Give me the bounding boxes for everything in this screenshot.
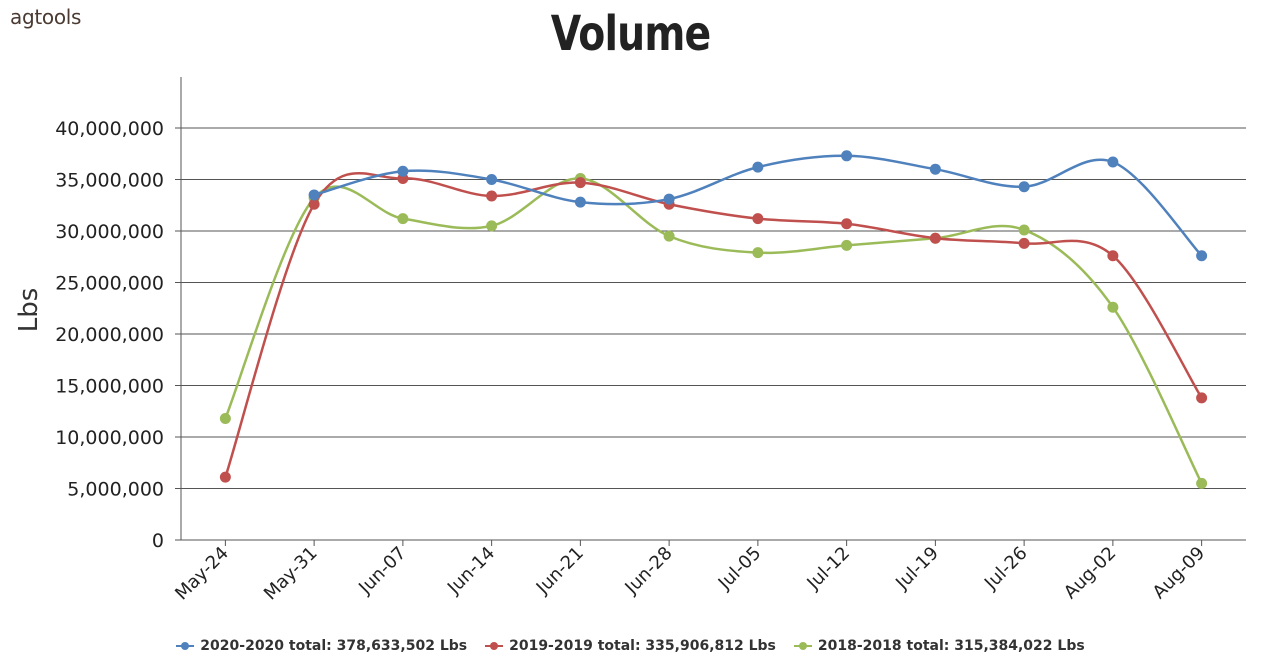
data-point[interactable]: [486, 220, 498, 232]
y-tick-label: 20,000,000: [55, 324, 164, 346]
data-point[interactable]: [1107, 301, 1119, 313]
x-tick-label: Jun-28: [620, 543, 676, 599]
data-point[interactable]: [1107, 250, 1119, 262]
legend-label: 2018-2018 total: 315,384,022 Lbs: [817, 638, 1085, 654]
x-tick-label: Jun-21: [532, 543, 588, 599]
x-tick-label: Aug-09: [1149, 543, 1209, 603]
y-tick-label: 15,000,000: [55, 376, 164, 398]
x-tick-label: Jul-12: [802, 543, 854, 595]
data-point[interactable]: [841, 239, 853, 251]
data-point[interactable]: [1018, 224, 1030, 236]
data-point[interactable]: [486, 190, 498, 202]
data-point[interactable]: [574, 177, 586, 189]
legend-item-2[interactable]: 2018-2018 total: 315,384,022 Lbs: [793, 638, 1085, 654]
data-point[interactable]: [219, 412, 231, 424]
legend-label: 2019-2019 total: 335,906,812 Lbs: [509, 638, 776, 654]
x-tick-label: Jun-07: [354, 543, 410, 599]
chart-legend: 2020-2020 total: 378,633,502 Lbs 2019-201…: [0, 638, 1261, 654]
series-line-2: [224, 177, 1203, 484]
y-tick-label: 35,000,000: [55, 170, 164, 192]
legend-swatch: [176, 641, 195, 651]
x-tick-label: Jul-19: [891, 543, 943, 595]
y-tick-label: 25,000,000: [55, 273, 164, 295]
data-point[interactable]: [308, 198, 320, 210]
legend-item-0[interactable]: 2020-2020 total: 378,633,502 Lbs: [176, 638, 467, 654]
x-tick-label: Aug-02: [1060, 543, 1120, 603]
data-point[interactable]: [1107, 156, 1119, 168]
x-tick-labels: May-24 May-31 Jun-07 Jun-14 Jun-21 Jun-28 Jul-…: [171, 540, 1209, 604]
data-point[interactable]: [663, 230, 675, 242]
y-tick-labels: 0 5,000,000 10,000,000 15,000,000 20,000,000…: [55, 118, 181, 552]
y-tick-label: 0: [152, 530, 164, 552]
chart-title: Volume: [550, 6, 711, 62]
y-tick-label: 10,000,000: [55, 427, 164, 449]
data-point[interactable]: [219, 471, 231, 483]
axes: [180, 77, 1246, 541]
y-axis-label: Lbs: [14, 288, 44, 333]
data-point[interactable]: [1018, 181, 1030, 193]
data-point[interactable]: [752, 213, 764, 225]
series-lines: [219, 150, 1208, 489]
legend-swatch: [485, 641, 504, 651]
data-point[interactable]: [574, 196, 586, 208]
data-point[interactable]: [1196, 250, 1208, 262]
data-point[interactable]: [397, 165, 409, 177]
data-point[interactable]: [1196, 392, 1208, 404]
series-line-1: [224, 171, 1203, 478]
x-tick-label: Jun-14: [443, 543, 499, 599]
data-point[interactable]: [486, 174, 498, 185]
data-point[interactable]: [397, 213, 409, 225]
x-tick-label: May-24: [171, 543, 233, 605]
data-point[interactable]: [752, 161, 764, 173]
x-tick-label: Jul-05: [714, 543, 766, 595]
data-point[interactable]: [841, 150, 853, 162]
data-point[interactable]: [752, 247, 764, 259]
agtools-logo: agtools: [10, 5, 82, 29]
data-point[interactable]: [1196, 477, 1208, 489]
data-point[interactable]: [1018, 237, 1030, 249]
x-tick-label: Jul-26: [980, 543, 1032, 595]
grid-lines: [181, 127, 1246, 489]
data-point[interactable]: [929, 163, 941, 175]
data-point[interactable]: [663, 193, 675, 205]
data-point[interactable]: [841, 218, 853, 230]
x-tick-label: May-31: [260, 543, 322, 605]
y-tick-label: 30,000,000: [55, 221, 164, 243]
y-tick-label: 40,000,000: [55, 118, 164, 140]
y-tick-label: 5,000,000: [67, 479, 164, 501]
legend-label: 2020-2020 total: 378,633,502 Lbs: [200, 638, 468, 654]
legend-swatch: [793, 641, 812, 651]
legend-item-1[interactable]: 2019-2019 total: 335,906,812 Lbs: [485, 638, 776, 654]
data-point[interactable]: [929, 232, 941, 244]
data-point[interactable]: [308, 189, 320, 201]
